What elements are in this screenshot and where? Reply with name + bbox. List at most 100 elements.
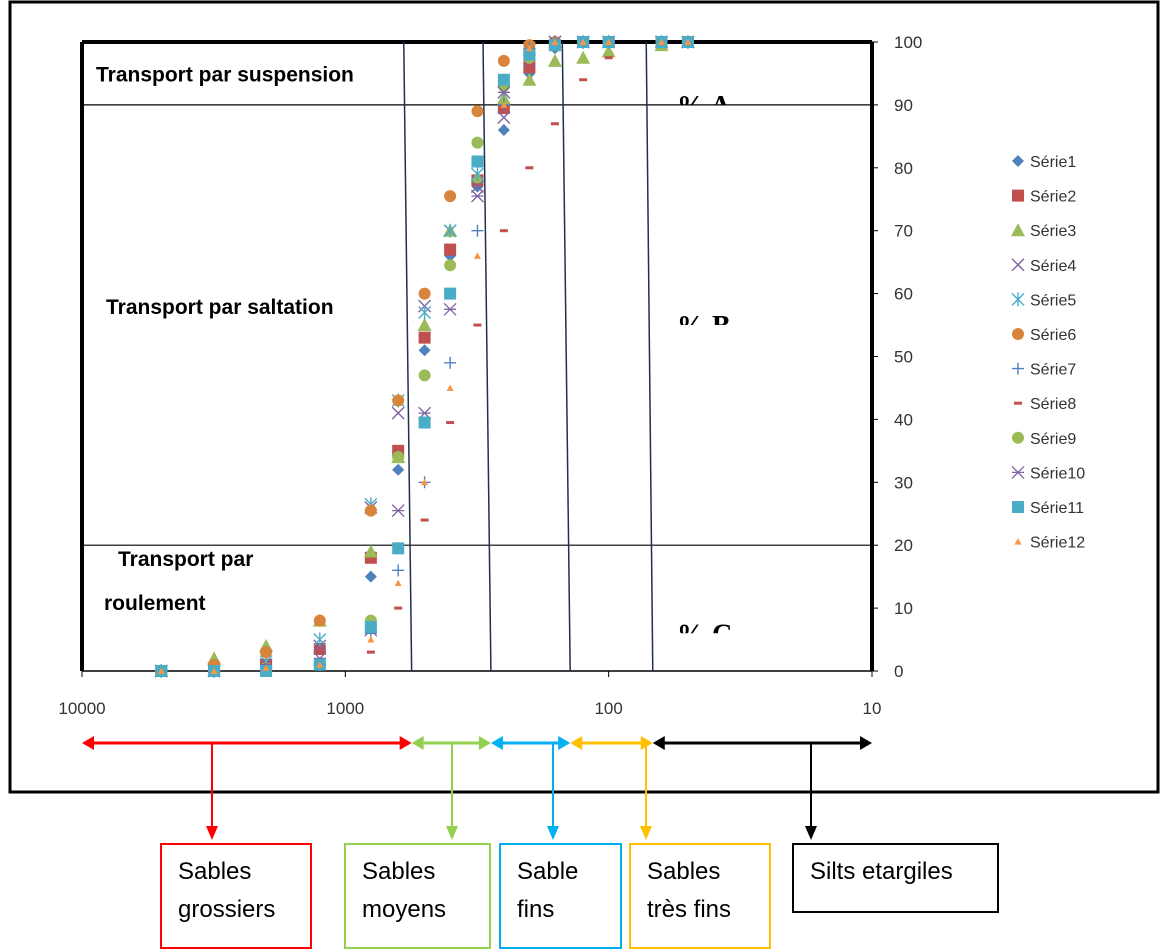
data-point bbox=[500, 101, 508, 108]
data-point bbox=[392, 564, 405, 577]
class-boundary-line bbox=[403, 41, 413, 672]
legend-label: Série8 bbox=[1030, 396, 1076, 413]
data-point bbox=[392, 463, 405, 476]
legend-label: Série3 bbox=[1030, 223, 1076, 240]
class-arrow bbox=[411, 736, 491, 840]
outer-frame bbox=[8, 0, 1160, 794]
x-tick-label: 10 bbox=[863, 699, 882, 718]
sediment-class-label: Sable bbox=[517, 858, 579, 885]
legend-item: Série8 bbox=[1014, 396, 1076, 413]
data-point bbox=[392, 451, 405, 464]
data-point bbox=[470, 167, 484, 182]
data-point bbox=[547, 53, 562, 67]
data-point bbox=[601, 44, 616, 58]
data-point bbox=[446, 421, 455, 425]
data-point bbox=[418, 369, 431, 382]
sediment-class-box: Sables très fins bbox=[629, 843, 771, 949]
data-point bbox=[313, 642, 326, 655]
series-Série5 bbox=[154, 35, 695, 678]
legend-item: Série7 bbox=[1012, 362, 1076, 379]
legend-item: Série6 bbox=[1012, 327, 1076, 344]
arrow-drop-head bbox=[805, 826, 817, 840]
data-point bbox=[579, 78, 588, 82]
data-point bbox=[366, 650, 375, 654]
series-Série6 bbox=[155, 36, 694, 677]
data-point bbox=[260, 665, 273, 677]
arrow-head bbox=[490, 736, 503, 750]
y-tick-label: 10 bbox=[894, 599, 913, 618]
y-tick-label: 100 bbox=[894, 33, 922, 52]
data-point bbox=[392, 394, 405, 407]
clipped-percent-label: % B bbox=[677, 311, 731, 325]
data-point bbox=[576, 50, 591, 64]
data-point bbox=[473, 252, 481, 259]
sediment-class-label: grossiers bbox=[178, 896, 276, 923]
data-point bbox=[444, 243, 457, 256]
y-tick-label: 90 bbox=[894, 96, 913, 115]
legend-label: Série1 bbox=[1030, 154, 1076, 171]
arrow-head bbox=[570, 736, 583, 750]
arrow-drop-head bbox=[206, 826, 218, 840]
sediment-class-label: Silts etargiles bbox=[810, 858, 953, 885]
data-point bbox=[391, 406, 405, 420]
y-tick-label: 50 bbox=[894, 348, 913, 367]
legend-label: Série6 bbox=[1030, 327, 1076, 344]
series-Série8 bbox=[157, 40, 692, 673]
data-point bbox=[316, 661, 324, 668]
zone-label: Transport par bbox=[118, 548, 253, 571]
sediment-class-label: Sables bbox=[362, 858, 436, 885]
data-point bbox=[471, 105, 484, 118]
legend-item: Série5 bbox=[1011, 292, 1076, 309]
x-tick-label: 1000 bbox=[326, 699, 364, 718]
data-point bbox=[367, 636, 375, 643]
data-point bbox=[418, 331, 431, 344]
series-Série1 bbox=[155, 36, 694, 677]
class-arrow bbox=[490, 736, 571, 840]
data-point bbox=[1014, 538, 1022, 545]
zone-label: Transport par saltation bbox=[106, 296, 334, 319]
data-point bbox=[497, 124, 510, 137]
data-point bbox=[497, 54, 510, 67]
data-point bbox=[471, 155, 484, 168]
data-point bbox=[1012, 501, 1024, 513]
legend-label: Série7 bbox=[1030, 362, 1076, 379]
data-point bbox=[473, 323, 482, 327]
data-point bbox=[523, 48, 536, 61]
data-point bbox=[364, 504, 377, 517]
arrow-head bbox=[860, 736, 872, 750]
data-point bbox=[658, 38, 666, 45]
data-point bbox=[417, 318, 432, 332]
arrow-head bbox=[411, 736, 424, 750]
series-Série2 bbox=[155, 36, 694, 677]
legend-item: Série9 bbox=[1012, 431, 1076, 448]
data-point bbox=[604, 56, 613, 60]
sediment-class-label: très fins bbox=[647, 896, 732, 923]
data-point bbox=[444, 190, 457, 203]
series-Série11 bbox=[155, 36, 694, 677]
data-point bbox=[443, 223, 457, 238]
zone-label: roulement bbox=[104, 592, 206, 615]
legend-item: Série2 bbox=[1012, 189, 1076, 206]
data-point bbox=[1011, 465, 1025, 479]
data-point bbox=[1011, 223, 1025, 237]
legend-label: Série5 bbox=[1030, 292, 1076, 309]
data-point bbox=[1012, 189, 1024, 202]
data-point bbox=[497, 73, 510, 86]
data-point bbox=[548, 39, 561, 52]
legend-item: Série4 bbox=[1011, 258, 1076, 275]
legend-label: Série4 bbox=[1030, 258, 1076, 275]
data-point bbox=[1011, 292, 1025, 307]
data-point bbox=[1011, 258, 1025, 272]
x-tick-label: 100 bbox=[594, 699, 622, 718]
data-point bbox=[444, 287, 457, 300]
y-tick-label: 30 bbox=[894, 473, 913, 492]
arrow-drop-head bbox=[547, 826, 559, 840]
legend-item: Série11 bbox=[1012, 500, 1084, 517]
data-point bbox=[418, 344, 431, 357]
class-boundary-line bbox=[482, 41, 492, 672]
sediment-class-label: Sables bbox=[647, 858, 721, 885]
arrow-head bbox=[82, 736, 94, 750]
data-point bbox=[364, 620, 377, 633]
data-point bbox=[499, 229, 508, 233]
data-point bbox=[1012, 431, 1024, 444]
